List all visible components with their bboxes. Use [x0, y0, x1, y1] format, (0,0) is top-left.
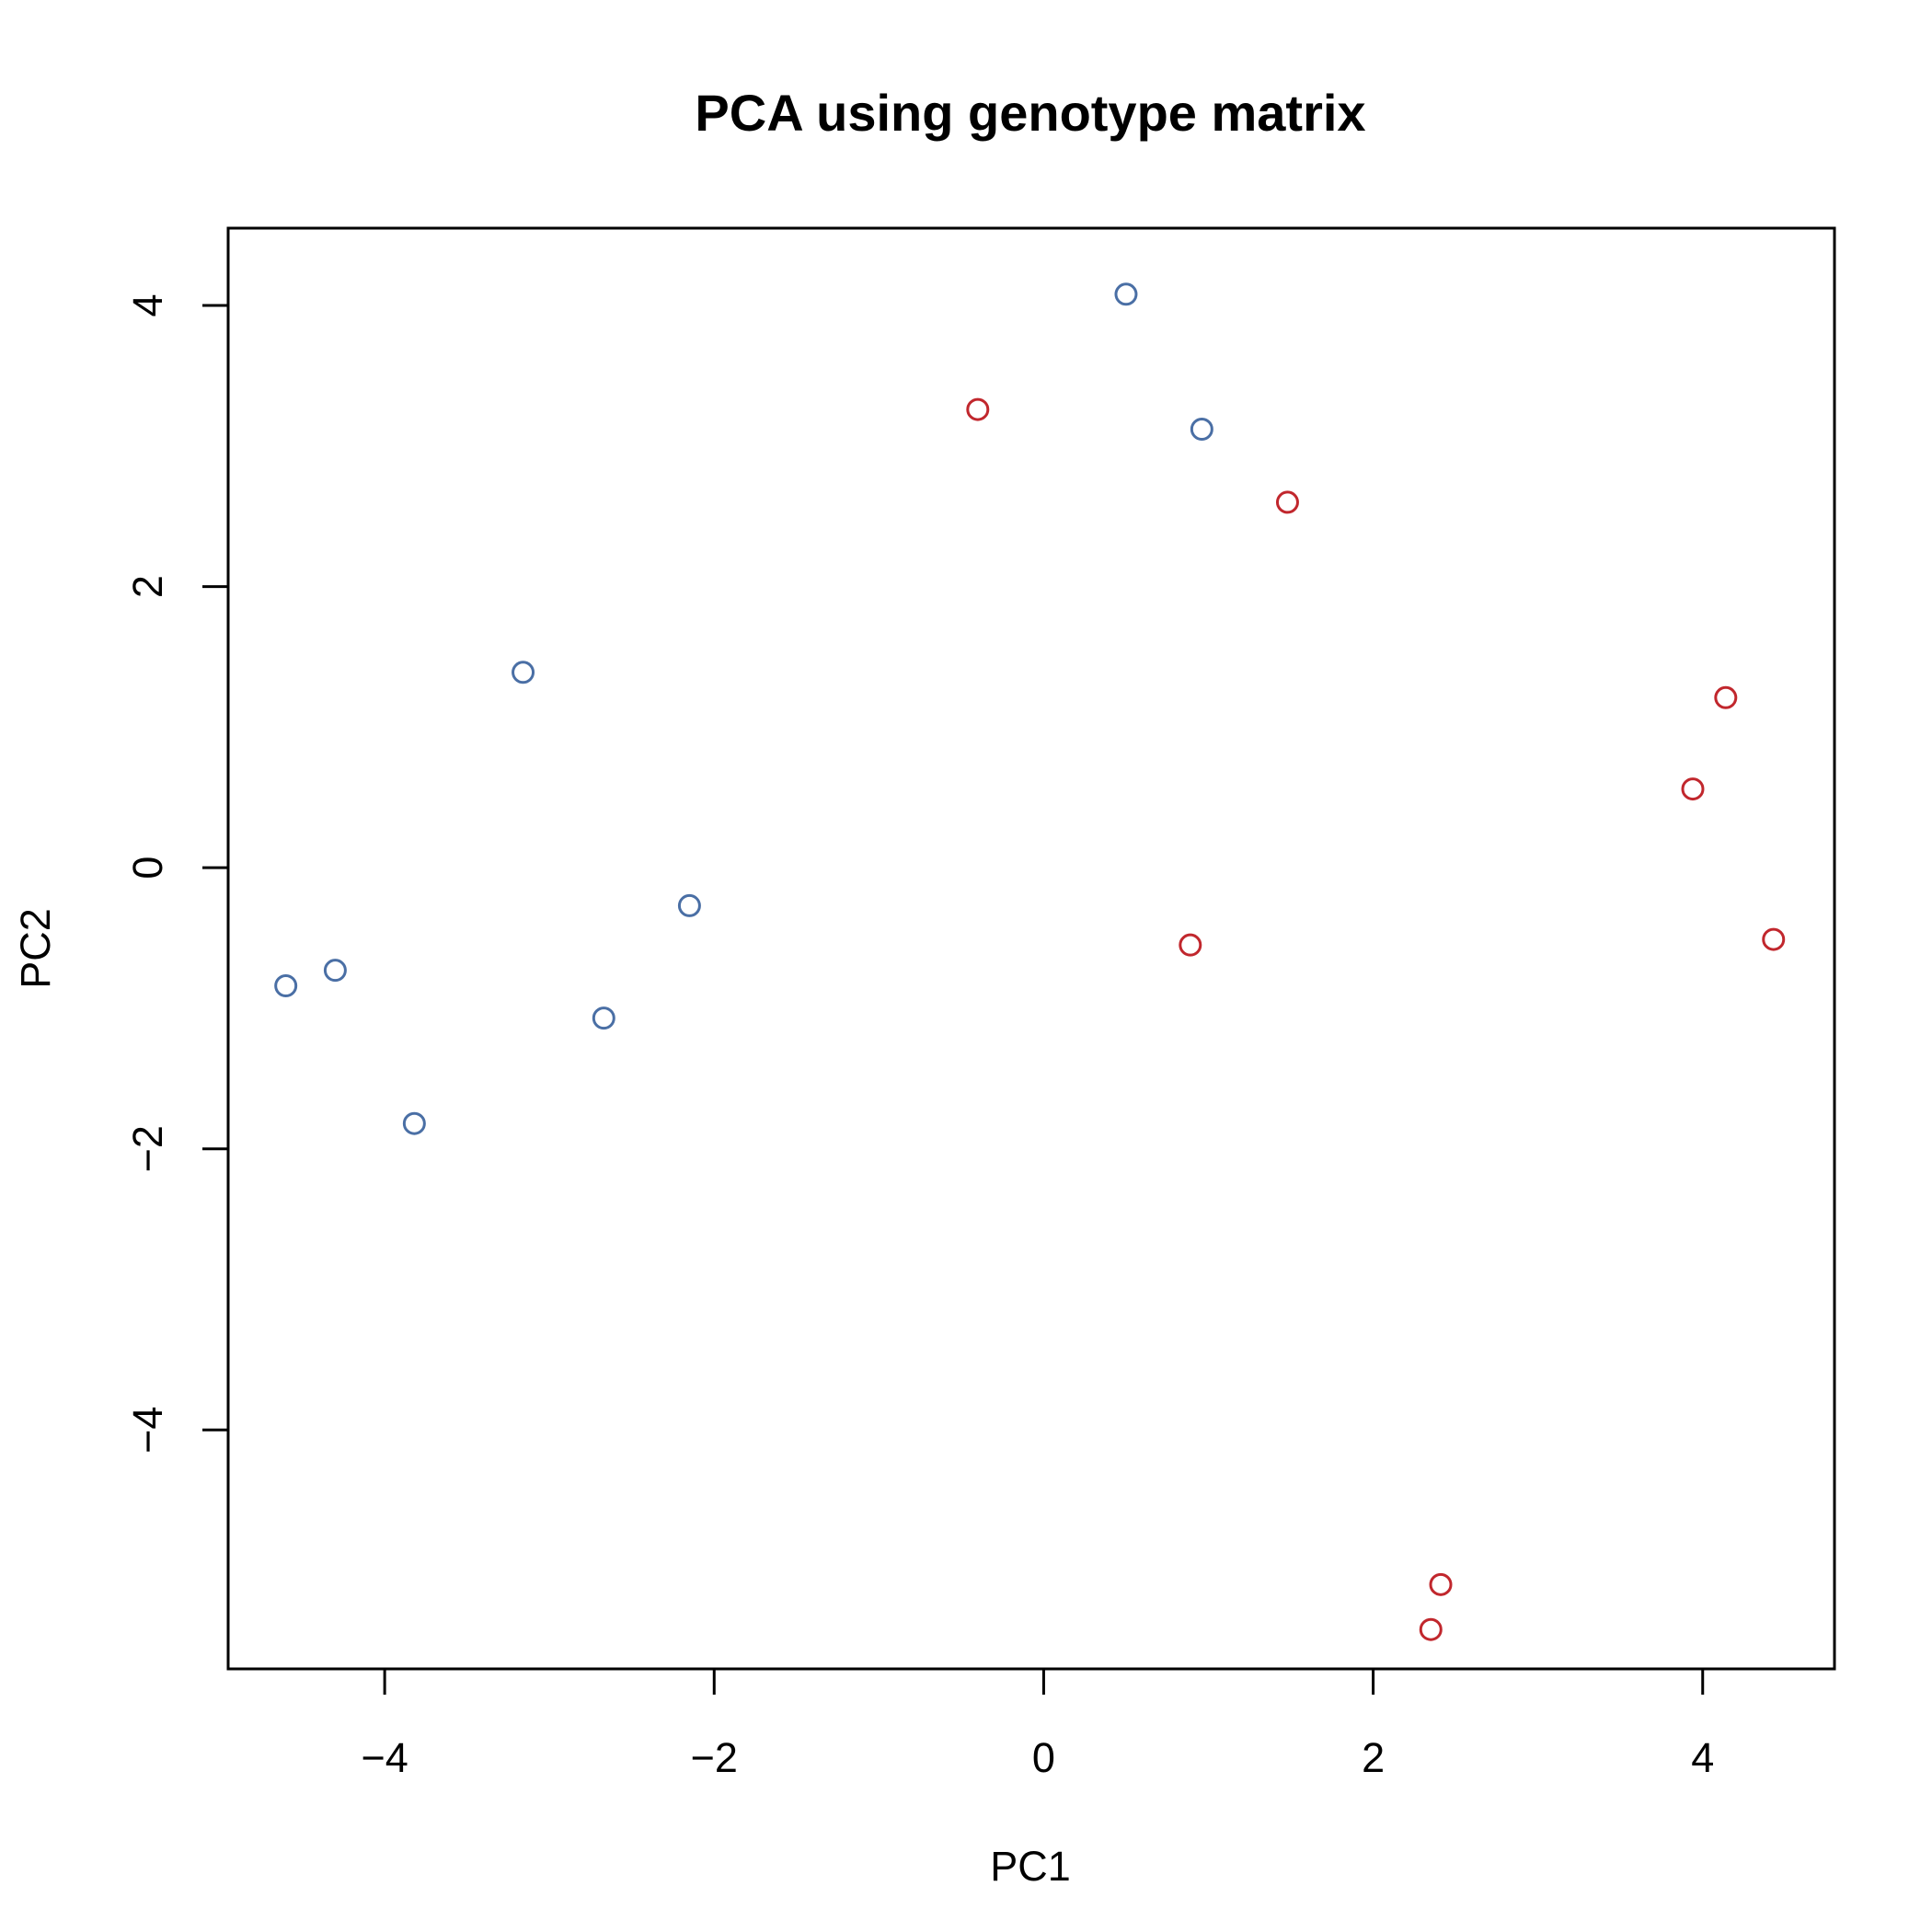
data-point-series-1 [592, 1006, 615, 1030]
x-tick-label: −4 [361, 1734, 408, 1781]
x-tick-label: 2 [1362, 1734, 1385, 1781]
x-tick-label: 0 [1032, 1734, 1055, 1781]
x-tick-label: −2 [691, 1734, 738, 1781]
data-point-series-2 [966, 397, 990, 421]
y-tick-label: −2 [124, 1125, 171, 1172]
x-axis-label: PC1 [990, 1843, 1071, 1890]
data-point-series-2 [1275, 490, 1299, 514]
y-axis-label: PC2 [12, 908, 59, 989]
data-point-series-2 [1762, 927, 1786, 951]
y-tick-label: 0 [124, 857, 171, 880]
y-axis: −4 −2 0 2 4 [124, 294, 230, 1454]
data-points [274, 282, 1786, 1641]
data-point-series-1 [402, 1111, 426, 1135]
chart-title: PCA using genotype matrix [695, 84, 1365, 142]
y-tick-label: 2 [124, 575, 171, 598]
data-point-series-1 [1114, 282, 1138, 306]
data-point-series-2 [1179, 933, 1202, 957]
y-tick-label: −4 [124, 1407, 171, 1454]
plot-frame [226, 226, 1836, 1671]
data-point-series-1 [677, 893, 701, 917]
x-tick-label: 4 [1691, 1734, 1714, 1781]
data-point-series-1 [274, 973, 298, 997]
y-tick-label: 4 [124, 294, 171, 317]
data-point-series-2 [1419, 1617, 1443, 1641]
x-axis: −4 −2 0 2 4 [361, 1667, 1714, 1781]
data-point-series-2 [1714, 685, 1738, 709]
data-point-series-2 [1429, 1572, 1453, 1596]
data-point-series-1 [323, 959, 347, 983]
data-point-series-1 [1190, 417, 1213, 441]
data-point-series-2 [1681, 777, 1705, 801]
data-point-series-1 [512, 661, 535, 684]
